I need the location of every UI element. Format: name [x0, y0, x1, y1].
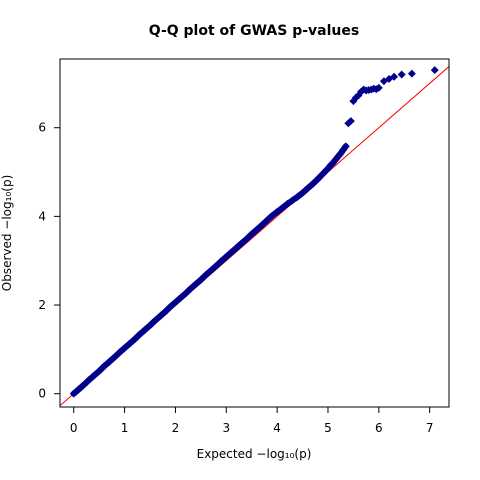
data-point [257, 221, 266, 230]
data-point [110, 353, 119, 362]
data-point [100, 362, 109, 371]
data-point [430, 66, 439, 75]
data-point [390, 72, 399, 81]
data-point [196, 275, 205, 284]
x-tick-label: 7 [426, 421, 434, 435]
data-point [90, 371, 99, 380]
data-point [79, 380, 88, 389]
data-point [288, 196, 297, 205]
data-point [397, 70, 406, 79]
data-points [69, 66, 439, 398]
data-point [176, 293, 185, 302]
data-point [283, 199, 292, 208]
data-point [186, 284, 195, 293]
data-point [222, 252, 231, 261]
data-point [207, 266, 215, 275]
y-axis-ticks: 0 2 4 6 [38, 121, 60, 401]
data-point [69, 389, 78, 398]
data-point [262, 216, 271, 225]
x-tick-label: 2 [172, 421, 180, 435]
data-point [308, 180, 317, 188]
data-point [407, 69, 416, 78]
data-trace [70, 143, 349, 397]
chart-title: Q-Q plot of GWAS p-values [149, 23, 359, 39]
data-point [156, 312, 165, 321]
data-point [346, 117, 355, 126]
data-point [341, 142, 350, 151]
data-point [293, 192, 302, 201]
data-point [191, 280, 200, 289]
y-tick-label: 4 [38, 209, 46, 223]
x-tick-label: 3 [222, 421, 230, 435]
data-point [125, 339, 134, 348]
data-point [303, 184, 312, 193]
data-point [318, 169, 327, 178]
data-point [151, 316, 160, 325]
data-point [273, 207, 282, 216]
data-point [313, 175, 322, 184]
x-axis-ticks: 0 1 2 3 4 5 6 7 [70, 407, 434, 435]
y-tick-label: 0 [38, 387, 46, 401]
data-point [120, 344, 129, 353]
data-point [105, 357, 114, 366]
data-point [212, 262, 221, 270]
data-point [268, 211, 277, 220]
y-tick-label: 2 [38, 298, 46, 312]
y-axis-label: Observed −log₁₀(p) [0, 175, 14, 292]
data-point [227, 248, 236, 257]
y-tick-label: 6 [38, 121, 46, 135]
data-point [298, 188, 307, 197]
data-point [232, 243, 241, 252]
data-point [135, 330, 144, 339]
data-point [181, 289, 190, 298]
x-tick-label: 5 [324, 421, 332, 435]
x-tick-label: 0 [70, 421, 78, 435]
data-point [237, 239, 246, 248]
data-point [374, 83, 383, 92]
x-tick-label: 1 [121, 421, 129, 435]
x-tick-label: 4 [273, 421, 281, 435]
data-point [252, 225, 261, 234]
data-point [217, 257, 226, 266]
x-axis-label: Expected −log₁₀(p) [197, 447, 312, 461]
data-point [201, 270, 210, 279]
data-point [242, 235, 251, 243]
data-point [278, 203, 287, 212]
data-point [146, 321, 154, 330]
data-point [171, 298, 180, 307]
data-point [85, 375, 93, 384]
data-point [166, 302, 175, 311]
data-point [115, 348, 124, 357]
data-point [130, 335, 139, 344]
data-point [161, 307, 170, 316]
x-tick-label: 6 [375, 421, 383, 435]
data-point [95, 367, 104, 376]
data-point [140, 325, 149, 334]
data-point [247, 230, 256, 239]
data-point [74, 385, 83, 394]
plot-frame [59, 58, 450, 408]
